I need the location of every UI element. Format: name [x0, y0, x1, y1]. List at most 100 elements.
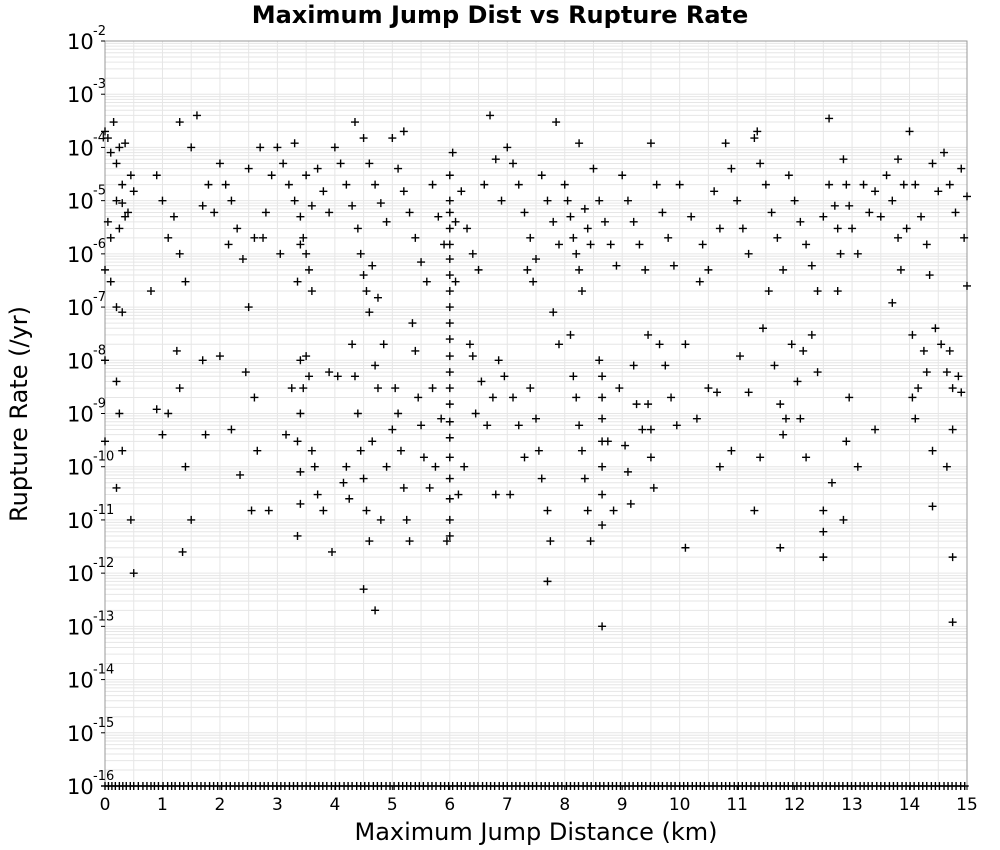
y-tick-exponent: -4	[93, 130, 106, 145]
data-point	[290, 196, 299, 205]
data-point	[776, 543, 785, 552]
data-point	[445, 384, 454, 393]
data-point	[399, 127, 408, 136]
data-point	[307, 287, 316, 296]
y-tick-label: 10	[67, 562, 94, 586]
data-point	[595, 356, 604, 365]
data-point	[290, 139, 299, 148]
data-point	[813, 287, 822, 296]
data-point	[914, 384, 923, 393]
data-point	[169, 212, 178, 221]
data-point	[293, 531, 302, 540]
data-point	[509, 393, 518, 402]
data-point	[224, 240, 233, 249]
data-point	[491, 155, 500, 164]
data-point	[112, 483, 121, 492]
data-point	[483, 421, 492, 430]
data-point	[871, 425, 880, 434]
data-point	[210, 208, 219, 217]
data-point	[227, 425, 236, 434]
data-point	[115, 143, 124, 152]
data-point	[848, 224, 857, 233]
x-tick-label: 7	[502, 795, 513, 815]
data-point	[402, 515, 411, 524]
data-point	[583, 224, 592, 233]
data-point	[299, 384, 308, 393]
data-point	[963, 192, 971, 201]
grid-lines	[104, 41, 968, 787]
data-point	[181, 462, 190, 471]
data-point	[342, 180, 351, 189]
data-point	[675, 180, 684, 189]
y-tick-label: 10	[67, 403, 94, 427]
data-point	[615, 384, 624, 393]
data-point	[376, 199, 385, 208]
data-point	[129, 569, 138, 578]
data-point	[442, 537, 451, 546]
data-point	[101, 265, 109, 274]
data-point	[419, 453, 428, 462]
data-point	[957, 388, 966, 397]
data-point	[445, 433, 454, 442]
data-point	[118, 180, 127, 189]
data-point	[296, 212, 305, 221]
data-point	[506, 490, 515, 499]
data-point	[474, 265, 483, 274]
data-point	[575, 265, 584, 274]
y-tick-exponent: -10	[93, 450, 114, 465]
data-point	[428, 180, 437, 189]
data-point	[250, 233, 259, 242]
data-point	[244, 303, 253, 312]
data-point	[112, 159, 121, 168]
data-point	[937, 340, 946, 349]
data-point	[764, 287, 773, 296]
data-point	[715, 224, 724, 233]
data-point	[919, 346, 928, 355]
data-point	[629, 361, 638, 370]
data-point	[299, 233, 308, 242]
data-point	[445, 515, 454, 524]
data-point	[325, 368, 334, 377]
x-tick-label: 0	[100, 795, 111, 815]
data-point	[917, 212, 926, 221]
data-point	[758, 324, 767, 333]
y-tick-label: 10	[67, 669, 94, 693]
data-point	[715, 462, 724, 471]
data-point	[526, 384, 535, 393]
data-point	[103, 217, 112, 226]
data-point	[704, 265, 713, 274]
data-point	[563, 196, 572, 205]
data-point	[411, 346, 420, 355]
data-point	[658, 208, 667, 217]
data-point	[178, 547, 187, 556]
data-point	[106, 233, 115, 242]
x-axis-ticks: 0 1 2 3 4 5 6 7 8 9 10 11 12 13 14 15	[100, 786, 978, 815]
data-point	[373, 293, 382, 302]
data-point	[577, 446, 586, 455]
data-point	[600, 217, 609, 226]
data-point	[187, 515, 196, 524]
data-point	[175, 384, 184, 393]
data-point	[394, 409, 403, 418]
data-point	[549, 217, 558, 226]
data-point	[514, 180, 523, 189]
x-axis-label: Maximum Jump Distance (km)	[355, 818, 718, 846]
data-point	[664, 233, 673, 242]
data-point	[445, 453, 454, 462]
data-point	[417, 421, 426, 430]
data-point	[101, 437, 109, 446]
data-point	[362, 287, 371, 296]
data-point	[175, 118, 184, 127]
data-point	[710, 187, 719, 196]
data-point	[152, 405, 161, 414]
x-tick-label: 15	[956, 795, 978, 815]
data-point	[529, 277, 538, 286]
data-point	[787, 340, 796, 349]
data-point	[445, 303, 454, 312]
data-point	[247, 506, 256, 515]
x-tick-label: 10	[669, 795, 691, 815]
data-point	[546, 537, 555, 546]
data-point	[330, 143, 339, 152]
data-point	[445, 171, 454, 180]
data-point	[253, 446, 262, 455]
